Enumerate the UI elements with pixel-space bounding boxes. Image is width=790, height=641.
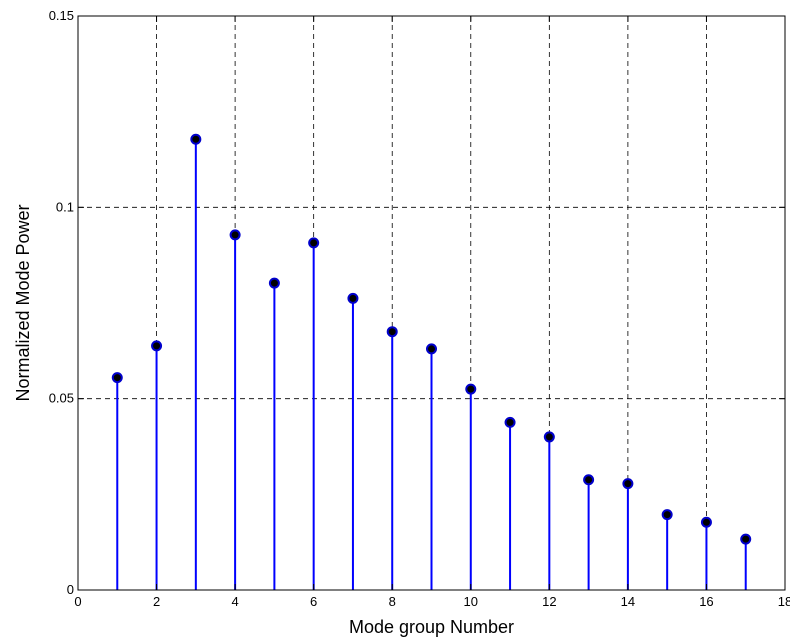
x-tick-label: 6 bbox=[310, 594, 317, 609]
x-tick-label: 12 bbox=[542, 594, 556, 609]
x-tick-label: 16 bbox=[699, 594, 713, 609]
stem-marker bbox=[504, 416, 516, 428]
y-tick-label: 0 bbox=[67, 582, 74, 597]
y-axis-title: Normalized Mode Power bbox=[13, 204, 33, 401]
x-tick-label: 4 bbox=[231, 594, 238, 609]
stem-marker bbox=[426, 343, 437, 355]
stem-marker bbox=[268, 277, 280, 289]
x-tick-label: 18 bbox=[778, 594, 790, 609]
stem-marker bbox=[661, 509, 673, 521]
stem-marker bbox=[111, 372, 123, 384]
x-tick-label: 0 bbox=[74, 594, 81, 609]
stem-marker bbox=[465, 383, 477, 395]
stem-marker bbox=[347, 292, 359, 304]
stem-marker bbox=[740, 533, 752, 545]
stem-marker bbox=[583, 474, 595, 486]
plot-frame bbox=[77, 15, 786, 591]
stem-marker bbox=[622, 478, 634, 490]
stem-marker bbox=[386, 326, 398, 338]
stem-marker bbox=[229, 229, 241, 241]
y-tick-label: 0.15 bbox=[49, 8, 74, 23]
stem-marker bbox=[308, 237, 320, 249]
data-stems bbox=[111, 133, 752, 590]
stem-marker bbox=[190, 133, 202, 145]
x-tick-label: 8 bbox=[389, 594, 396, 609]
y-tick-label: 0.05 bbox=[49, 391, 74, 406]
x-tick-label: 14 bbox=[621, 594, 635, 609]
x-tick-label: 2 bbox=[153, 594, 160, 609]
x-axis-title: Mode group Number bbox=[349, 617, 514, 637]
y-tick-label: 0.1 bbox=[56, 199, 74, 214]
stem-marker bbox=[700, 516, 712, 528]
stem-marker bbox=[543, 431, 555, 443]
axis-ticks: 0 2 4 6 8 10 12 14 16 18 0 0.05 0.1 0.15 bbox=[49, 8, 790, 609]
x-tick-label: 10 bbox=[464, 594, 478, 609]
stem-marker bbox=[151, 340, 163, 352]
